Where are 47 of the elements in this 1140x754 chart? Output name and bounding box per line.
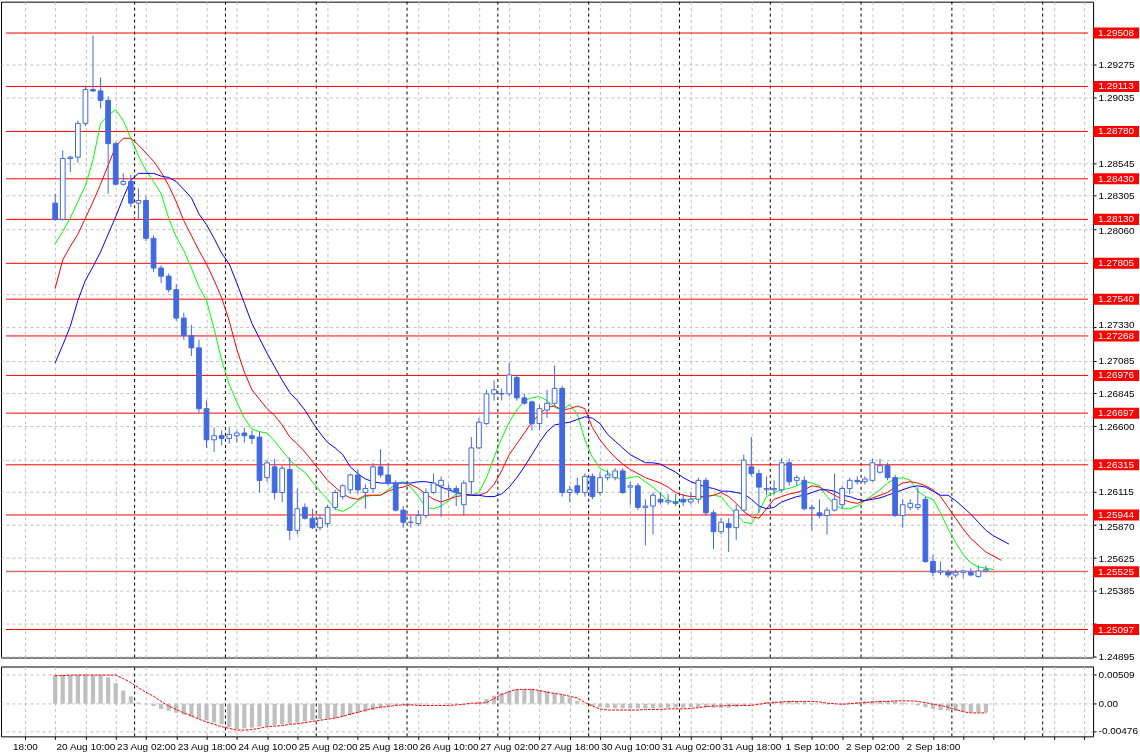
- x-tick-label: 18:00: [12, 740, 39, 752]
- ref-line-label: 1.27268: [1098, 329, 1135, 341]
- ref-line-label: 1.26697: [1098, 407, 1135, 419]
- x-tick-label: 27 Aug 02:00: [480, 740, 540, 752]
- x-tick-label: 31 Aug 02:00: [661, 740, 722, 752]
- x-tick-label: 2 Sep 18:00: [906, 740, 961, 752]
- ref-line-label: 1.25097: [1098, 623, 1135, 635]
- ref-line-label: 1.28430: [1098, 172, 1135, 184]
- y-tick-label: 1.28305: [1098, 190, 1136, 202]
- y-tick-label: 1.27085: [1098, 355, 1136, 367]
- y-tick-label: 0.00509: [1098, 669, 1136, 681]
- x-tick-label: 23 Aug 18:00: [177, 740, 237, 752]
- x-tick-label: 24 Aug 10:00: [238, 740, 298, 752]
- x-tick-label: 23 Aug 02:00: [117, 740, 177, 752]
- y-tick-label: 1.25870: [1098, 520, 1136, 532]
- y-tick-label: 1.26600: [1098, 420, 1136, 432]
- ref-line-label: 1.25944: [1098, 508, 1135, 520]
- ref-line-label: 1.28780: [1098, 125, 1135, 137]
- y-tick-label: 0.00: [1098, 698, 1119, 710]
- y-tick-label: 1.25385: [1098, 585, 1136, 597]
- y-tick-label: 1.28545: [1098, 157, 1136, 169]
- y-tick-label: -0.00476: [1098, 725, 1139, 737]
- ref-line-label: 1.27805: [1098, 257, 1135, 269]
- ref-line-label: 1.25525: [1098, 565, 1135, 577]
- x-tick-label: 1 Sep 10:00: [785, 740, 840, 752]
- ref-line-label: 1.28130: [1098, 213, 1135, 225]
- x-tick-label: 25 Aug 18:00: [359, 740, 419, 752]
- x-tick-label: 25 Aug 02:00: [298, 740, 358, 752]
- y-tick-label: 1.28060: [1098, 225, 1136, 237]
- y-tick-label: 1.25625: [1098, 552, 1136, 564]
- y-tick-label: 1.26845: [1098, 387, 1136, 399]
- y-tick-label: 1.26115: [1098, 486, 1135, 498]
- y-tick-label: 1.29035: [1098, 92, 1136, 104]
- x-tick-label: 20 Aug 10:00: [56, 740, 116, 752]
- x-tick-label: 31 Aug 18:00: [722, 740, 782, 752]
- ref-line-label: 1.26315: [1098, 458, 1135, 470]
- ref-line-label: 1.29508: [1098, 27, 1135, 39]
- y-tick-label: 1.29275: [1098, 59, 1136, 71]
- ref-line-label: 1.29113: [1098, 80, 1135, 92]
- x-tick-label: 30 Aug 10:00: [601, 740, 661, 752]
- y-tick-label: 1.24895: [1098, 651, 1136, 663]
- ref-line-label: 1.26976: [1098, 369, 1135, 381]
- x-tick-label: 27 Aug 18:00: [540, 740, 601, 752]
- x-tick-label: 2 Sep 02:00: [846, 740, 901, 752]
- ref-line-label: 1.27540: [1098, 293, 1135, 305]
- y-tick-label: 1.27330: [1098, 318, 1136, 330]
- x-tick-label: 26 Aug 10:00: [419, 740, 479, 752]
